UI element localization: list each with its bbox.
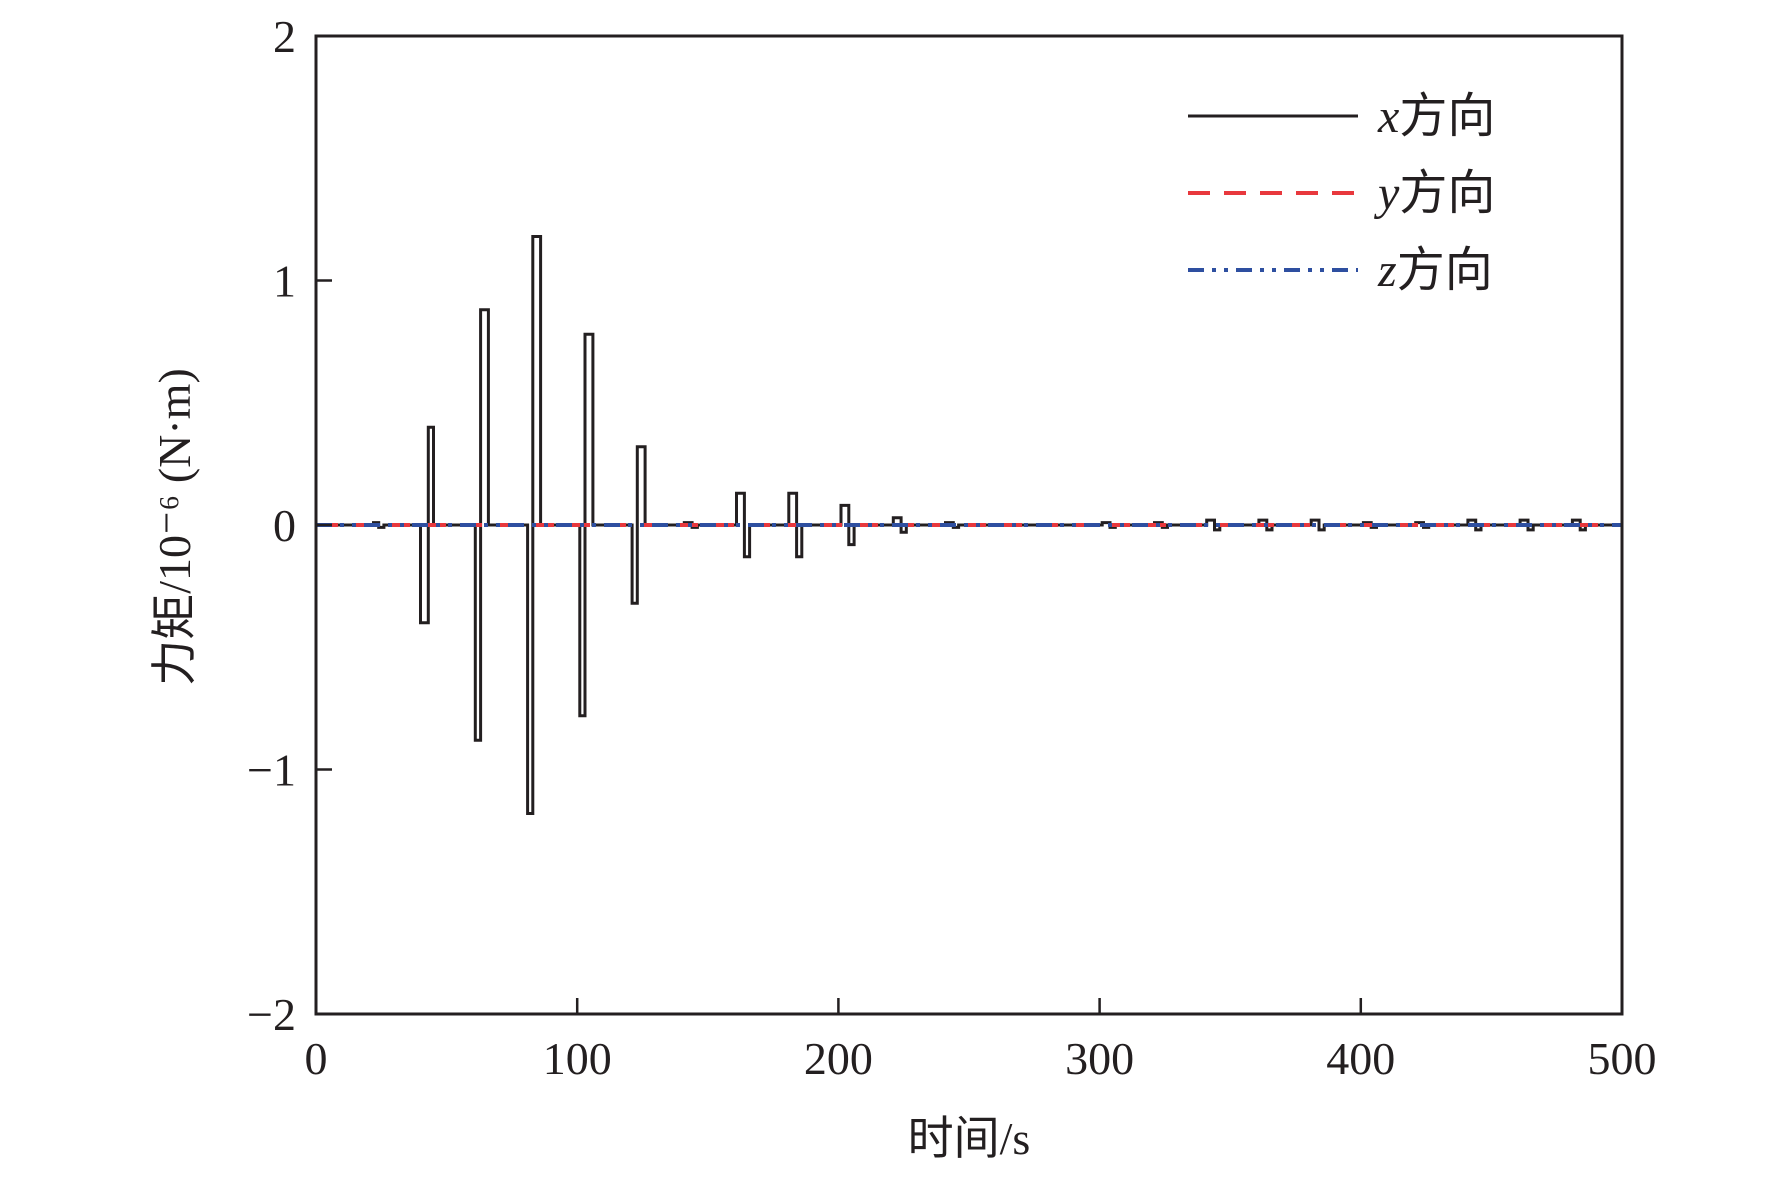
legend-label-x: x方向 — [1377, 90, 1495, 143]
legend-item-x: x方向 — [1188, 90, 1495, 143]
x-tick-label: 0 — [305, 1033, 328, 1084]
legend-label-y: y方向 — [1373, 167, 1495, 220]
y-tick-label: 0 — [273, 500, 296, 551]
x-tick-label: 200 — [804, 1033, 873, 1084]
legend-item-z: z方向 — [1188, 244, 1493, 297]
legend: x方向 y方向 z方向 — [1188, 90, 1495, 297]
y-tick-label: 1 — [273, 256, 296, 307]
x-tick-label: 400 — [1326, 1033, 1395, 1084]
x-tick-label: 500 — [1588, 1033, 1657, 1084]
legend-item-y: y方向 — [1188, 167, 1495, 220]
ticks-layer: 0 100 200 300 400 500 −2 −1 0 1 2 — [247, 11, 1656, 1084]
x-tick-label: 300 — [1065, 1033, 1134, 1084]
y-tick-label: −2 — [247, 989, 296, 1040]
y-tick-label: −1 — [247, 745, 296, 796]
legend-label-z: z方向 — [1377, 244, 1493, 297]
x-tick-label: 100 — [543, 1033, 612, 1084]
x-axis-title: 时间/s — [908, 1113, 1031, 1164]
y-tick-label: 2 — [273, 11, 296, 62]
y-axis-title: 力矩/10⁻⁶ (N·m) — [149, 368, 200, 686]
series-line-x — [316, 235, 1622, 815]
series-layer — [316, 235, 1622, 815]
